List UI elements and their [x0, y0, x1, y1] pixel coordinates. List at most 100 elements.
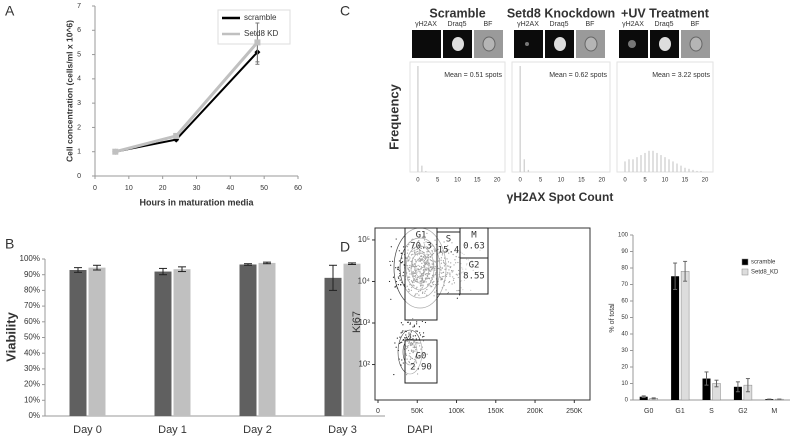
- y-tick-label: 0%: [28, 411, 40, 420]
- y-tick-label: 60: [621, 299, 628, 305]
- x-tick-label: S: [709, 408, 714, 415]
- mean-label: Mean = 3.22 spots: [652, 72, 710, 79]
- x-tick-label: 60: [294, 185, 302, 192]
- hist-bar: [640, 155, 642, 172]
- y-tick-label: 10⁵: [358, 235, 370, 244]
- hist-bar: [668, 159, 670, 172]
- event-dot: [407, 321, 409, 323]
- hist-bar: [700, 170, 702, 172]
- legend-label: scramble: [244, 13, 277, 22]
- y-axis-label: % of total: [609, 303, 616, 333]
- event-dot: [401, 341, 403, 343]
- channel-label: Draq5: [549, 21, 568, 28]
- x-tick-label: 10: [454, 178, 461, 184]
- panel-letter: A: [5, 3, 15, 19]
- x-tick-label: 10: [558, 178, 565, 184]
- x-tick-label: 0: [376, 408, 380, 415]
- x-tick-label: 0: [623, 178, 627, 184]
- error-bar: [714, 379, 719, 388]
- event-dot: [408, 334, 410, 336]
- event-dot: [402, 362, 404, 364]
- x-tick-label: 10: [662, 178, 669, 184]
- x-tick-label: 40: [226, 185, 234, 192]
- legend-swatch: [741, 258, 749, 266]
- gate-value: 15.4: [438, 246, 460, 256]
- cell-outline: [482, 36, 496, 52]
- event-dot: [414, 335, 416, 337]
- y-tick-label: 40%: [24, 348, 40, 357]
- event-dot: [402, 338, 405, 341]
- event-dot: [400, 341, 402, 344]
- y-tick-label: 0: [625, 398, 629, 404]
- hist-bar: [660, 155, 662, 172]
- gate-name: G0: [416, 352, 427, 362]
- panel-title: +UV Treatment: [621, 6, 710, 20]
- channel-label: BF: [586, 21, 595, 28]
- hist-bar: [676, 163, 678, 172]
- channel-label: BF: [484, 21, 493, 28]
- event-dot: [408, 332, 410, 334]
- bar: [733, 386, 742, 400]
- y-tick-label: 2: [77, 124, 81, 131]
- x-tick-label: Day 0: [73, 424, 102, 436]
- x-tick-label: 5: [436, 178, 440, 184]
- panel-title: Scramble: [429, 6, 485, 20]
- hist-frame: [409, 61, 506, 173]
- event-dot: [402, 324, 404, 326]
- hist-bar: [417, 66, 419, 172]
- event-dot: [401, 261, 404, 263]
- hist-bar: [632, 159, 634, 172]
- legend-label: Setd8_KD: [751, 270, 779, 276]
- event-dot: [423, 335, 425, 338]
- x-axis-label: DAPI: [407, 424, 433, 436]
- y-axis-label: Viability: [3, 311, 18, 361]
- event-dot: [390, 264, 392, 266]
- legend-label: Setd8 KD: [244, 29, 278, 38]
- x-tick-label: Day 1: [158, 424, 187, 436]
- y-tick-label: 10⁴: [358, 277, 371, 286]
- bar: [639, 396, 648, 400]
- x-tick-label: G0: [644, 408, 653, 415]
- event-dot: [419, 334, 422, 336]
- x-tick-label: 200K: [527, 408, 544, 415]
- event-dot: [409, 333, 412, 335]
- error-bar: [74, 267, 82, 273]
- x-tick-label: 150K: [488, 408, 505, 415]
- event-dot: [402, 330, 404, 332]
- channel-label: BF: [691, 21, 700, 28]
- hist-bar: [636, 157, 638, 172]
- y-tick-label: 10%: [24, 395, 40, 404]
- x-tick-label: 30: [193, 185, 201, 192]
- event-dot: [424, 321, 427, 324]
- y-tick-label: 100: [618, 233, 629, 239]
- error-bar: [178, 266, 186, 273]
- event-dot: [401, 262, 403, 264]
- bar: [343, 263, 361, 416]
- x-tick-label: 20: [494, 178, 501, 184]
- error-bar: [348, 262, 356, 265]
- event-dot: [402, 246, 405, 248]
- x-tick-label: 10: [125, 185, 133, 192]
- channel-label: Draq5: [447, 21, 466, 28]
- legend-swatch: [741, 268, 749, 276]
- panel-title: Setd8 Knockdown: [507, 6, 615, 20]
- event-dot: [401, 331, 403, 333]
- bar: [173, 269, 191, 416]
- y-tick-label: 10²: [358, 360, 370, 369]
- gate-value: 0.63: [463, 242, 485, 252]
- y-tick-label: 50%: [24, 333, 40, 342]
- x-axis-label: Hours in maturation media: [139, 197, 254, 207]
- event-dot: [392, 276, 395, 278]
- hist-bar: [652, 150, 654, 172]
- x-tick-label: 15: [474, 178, 481, 184]
- hist-bar: [523, 159, 525, 172]
- error-bar: [683, 260, 688, 282]
- y-tick-label: 100%: [20, 254, 40, 263]
- gate: [404, 339, 438, 384]
- gate-value: 8.55: [463, 272, 485, 282]
- event-dot: [410, 331, 412, 333]
- x-tick-label: 50K: [411, 408, 424, 415]
- mean-label: Mean = 0.62 spots: [549, 72, 607, 79]
- event-dot: [412, 326, 414, 328]
- hist-bar: [688, 168, 690, 172]
